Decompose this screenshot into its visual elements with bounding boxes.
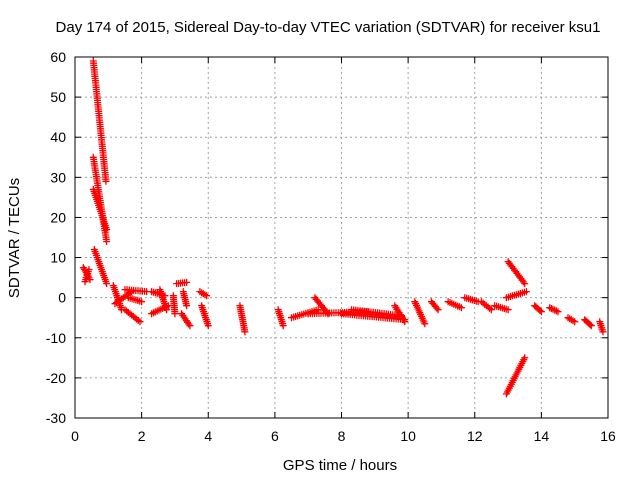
x-tick-label: 14: [534, 428, 550, 444]
x-tick-label: 12: [467, 428, 483, 444]
data-point-cluster: [546, 304, 562, 316]
data-point-cluster: [89, 185, 111, 233]
data-point-cluster: [89, 57, 110, 185]
data-point-cluster: [169, 292, 179, 318]
y-tick-label: 40: [50, 129, 66, 145]
data-point-cluster: [461, 294, 482, 306]
data-point-cluster: [444, 298, 465, 312]
data-point-cluster: [156, 286, 171, 314]
data-point-cluster: [596, 318, 607, 336]
data-point-cluster: [427, 298, 442, 314]
data-point-cluster: [531, 302, 545, 316]
x-tick-label: 6: [271, 428, 279, 444]
grid: [75, 57, 608, 418]
data-point-cluster: [411, 298, 429, 328]
data-point-cluster: [173, 278, 191, 288]
data-point-cluster: [196, 288, 211, 300]
y-tick-label: 60: [50, 49, 66, 65]
x-tick-label: 8: [338, 428, 346, 444]
y-tick-label: -30: [46, 410, 66, 426]
x-tick-label: 4: [204, 428, 212, 444]
data-point-cluster: [178, 310, 194, 330]
x-tick-label: 2: [138, 428, 146, 444]
data-point-cluster: [491, 302, 512, 314]
data-point-cluster: [121, 306, 144, 326]
x-tick-label: 10: [400, 428, 416, 444]
y-tick-label: -10: [46, 330, 66, 346]
y-tick-label: 30: [50, 169, 66, 185]
x-tick-label: 16: [600, 428, 616, 444]
axis-ticks: 0 2 4 6 8 10 12 14 16 -30 -20 -10 0 10 20 30 40 50 60: [46, 49, 616, 444]
data-point-cluster: [124, 294, 146, 306]
y-tick-label: 50: [50, 89, 66, 105]
data-point-cluster: [274, 306, 287, 330]
data-point-cluster: [111, 288, 136, 308]
x-tick-label: 0: [71, 428, 79, 444]
data-point-cluster: [502, 354, 529, 398]
y-axis-label: SDTVAR / TECUs: [6, 178, 23, 298]
data-point-cluster: [391, 302, 409, 326]
data-point-cluster: [477, 298, 495, 314]
y-tick-label: -20: [46, 370, 66, 386]
data-point-cluster: [81, 266, 93, 286]
data-point-cluster: [338, 310, 409, 324]
data-point-cluster: [198, 302, 212, 330]
y-tick-label: 10: [50, 250, 66, 266]
data-point-cluster: [236, 302, 249, 336]
y-tick-label: 20: [50, 209, 66, 225]
data-point-cluster: [581, 316, 595, 330]
data-point-cluster: [504, 258, 529, 288]
chart-title: Day 174 of 2015, Sidereal Day-to-day VTE…: [56, 19, 601, 36]
x-axis-label: GPS time / hours: [283, 457, 397, 474]
data-point-cluster: [564, 314, 579, 326]
data-point-cluster: [502, 288, 530, 302]
data-series-ksu1: [79, 57, 607, 398]
y-tick-label: 0: [58, 290, 66, 306]
data-point-cluster: [121, 286, 151, 296]
data-point-cluster: [179, 288, 191, 310]
data-point-cluster: [90, 246, 111, 288]
